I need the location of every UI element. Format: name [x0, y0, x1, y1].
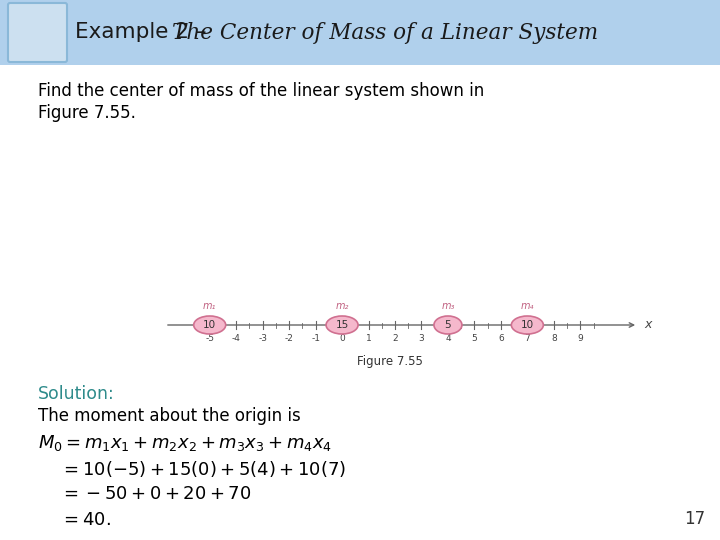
Text: m₁: m₁ — [203, 301, 217, 311]
Text: $= 10(-5) + 15(0) + 5(4) + 10(7)$: $= 10(-5) + 15(0) + 5(4) + 10(7)$ — [60, 459, 346, 479]
Text: -3: -3 — [258, 334, 267, 343]
Text: -5: -5 — [205, 334, 215, 343]
Text: Figure 7.55: Figure 7.55 — [357, 355, 423, 368]
Text: m₂: m₂ — [336, 301, 348, 311]
Text: $= 40.$: $= 40.$ — [60, 511, 111, 529]
Text: Find the center of mass of the linear system shown in: Find the center of mass of the linear sy… — [38, 82, 485, 100]
FancyBboxPatch shape — [0, 0, 720, 65]
Text: 10: 10 — [521, 320, 534, 330]
Text: $= -50 + 0 + 20 + 70$: $= -50 + 0 + 20 + 70$ — [60, 485, 251, 503]
Text: The Center of Mass of a Linear System: The Center of Mass of a Linear System — [172, 22, 598, 44]
Text: 4: 4 — [445, 334, 451, 343]
Text: The moment about the origin is: The moment about the origin is — [38, 407, 301, 425]
Text: -4: -4 — [232, 334, 240, 343]
Ellipse shape — [194, 316, 225, 334]
Text: 8: 8 — [551, 334, 557, 343]
Text: -2: -2 — [284, 334, 294, 343]
Text: 0: 0 — [339, 334, 345, 343]
Text: Example 2 –: Example 2 – — [75, 23, 213, 43]
Text: 9: 9 — [577, 334, 583, 343]
Text: 3: 3 — [418, 334, 424, 343]
Text: 2: 2 — [392, 334, 398, 343]
Text: 5: 5 — [445, 320, 451, 330]
FancyBboxPatch shape — [8, 3, 67, 62]
Text: 10: 10 — [203, 320, 216, 330]
FancyBboxPatch shape — [0, 65, 720, 540]
Text: -1: -1 — [311, 334, 320, 343]
Text: 1: 1 — [366, 334, 372, 343]
Text: m₄: m₄ — [521, 301, 534, 311]
Text: 5: 5 — [472, 334, 477, 343]
Text: m₃: m₃ — [441, 301, 454, 311]
Text: Solution:: Solution: — [38, 385, 114, 403]
Text: 15: 15 — [336, 320, 348, 330]
Ellipse shape — [511, 316, 544, 334]
Text: $M_0 = m_1x_1 + m_2x_2 + m_3x_3 + m_4x_4$: $M_0 = m_1x_1 + m_2x_2 + m_3x_3 + m_4x_4… — [38, 433, 332, 453]
Text: Figure 7.55.: Figure 7.55. — [38, 104, 136, 122]
Text: 17: 17 — [684, 510, 705, 528]
Text: 6: 6 — [498, 334, 504, 343]
Text: 7: 7 — [524, 334, 530, 343]
Ellipse shape — [434, 316, 462, 334]
Text: x: x — [644, 318, 652, 330]
Ellipse shape — [326, 316, 358, 334]
